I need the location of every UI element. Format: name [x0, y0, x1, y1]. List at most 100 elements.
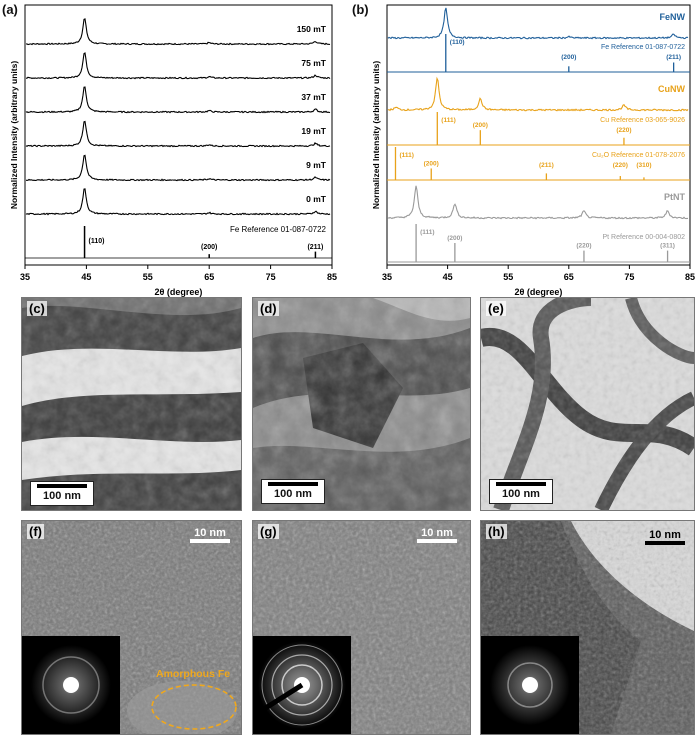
xrd-series-0mt — [25, 188, 331, 216]
saed-inset-g — [253, 636, 351, 734]
saed-pattern-g — [253, 641, 346, 729]
tem-image-c-texture — [22, 298, 241, 510]
scale-bar-d-line — [268, 482, 318, 486]
xrd-series-75mt — [26, 52, 331, 80]
tem-image-d-texture — [253, 298, 470, 510]
x-tick-label: 55 — [503, 272, 513, 282]
reference-hkl-label: (110) — [89, 238, 105, 245]
tem-image-c: (c) 100 nm — [21, 297, 242, 511]
xrd-series-150mt — [25, 18, 331, 46]
reference-hkl-label: (220) — [613, 162, 628, 169]
panel-label-f: (f) — [27, 524, 44, 539]
x-tick-label: 35 — [20, 272, 30, 282]
series-label: PtNT — [664, 192, 685, 202]
xrd-series-cunw — [387, 76, 689, 112]
series-label: 19 mT — [301, 126, 326, 136]
scale-bar-g: 10 nm — [417, 527, 457, 545]
xrd-series-fenw — [387, 7, 689, 40]
x-tick-label: 85 — [327, 272, 337, 282]
x-tick-label: 65 — [564, 272, 574, 282]
x-tick-label: 85 — [685, 272, 695, 282]
scale-bar-c-line — [37, 484, 87, 488]
chart-a-xrd: 35 45 55 65 75 85 2θ (degree) Normalized Intens… — [9, 4, 337, 297]
panel-label-a: (a) — [2, 2, 18, 17]
amorphous-region-outline — [151, 684, 237, 730]
scale-bar-f: 10 nm — [190, 527, 230, 545]
plot-frame — [24, 4, 333, 266]
x-tick-label: 35 — [382, 272, 392, 282]
reference-hkl-label: (200) — [424, 160, 439, 167]
x-tick-label: 45 — [81, 272, 91, 282]
reference-hkl-label: (211) — [539, 162, 554, 169]
x-tick-label: 65 — [204, 272, 214, 282]
fft-inset-f — [22, 636, 120, 734]
hrtem-image-g: (g) 10 nm — [252, 520, 471, 735]
xrd-series-19mt — [25, 120, 331, 148]
hrtem-image-h: (h) 10 nm — [480, 520, 695, 735]
xrd-series-37mt — [25, 86, 331, 114]
series-label: CuNW — [658, 84, 685, 94]
reference-name: Cu₂O Reference 01-078-2076 — [592, 152, 685, 159]
panel-label-c: (c) — [27, 301, 47, 316]
tem-image-e: (e) 100 nm — [480, 297, 695, 511]
x-tick-label: 75 — [624, 272, 634, 282]
scale-bar-d: 100 nm — [261, 479, 325, 504]
panel-label-h: (h) — [486, 524, 507, 539]
series-label: 75 mT — [301, 58, 326, 68]
reference-hkl-label: (200) — [473, 122, 488, 129]
reference-hkl-label: (211) — [666, 54, 681, 61]
tem-image-e-texture — [481, 298, 694, 510]
x-axis-label: 2θ (degree) — [155, 287, 203, 297]
amorphous-fe-label: Amorphous Fe — [156, 668, 231, 680]
x-tick-label: 55 — [143, 272, 153, 282]
reference-name: Pt Reference 00-004-0802 — [603, 234, 686, 241]
scale-bar-g-label: 10 nm — [421, 527, 453, 539]
reference-hkl-label: (211) — [307, 244, 323, 251]
series-label: 9 mT — [306, 160, 327, 170]
tem-image-d: (d) 100 nm — [252, 297, 471, 511]
series-label: FeNW — [660, 12, 686, 22]
reference-name: Fe Reference 01-087-0722 — [601, 44, 685, 51]
reference-hkl-label: (110) — [450, 39, 465, 46]
series-label: 150 mT — [297, 24, 327, 34]
x-tick-label: 45 — [443, 272, 453, 282]
fft-pattern-f — [31, 645, 111, 725]
series-label: 37 mT — [301, 92, 326, 102]
reference-hkl-label: (310) — [636, 162, 651, 169]
scale-bar-f-line — [190, 539, 230, 543]
fft-inset-h — [481, 636, 579, 734]
xrd-series-ptnt — [387, 185, 688, 220]
reference-name: Fe Reference 01-087-0722 — [230, 225, 327, 234]
scale-bar-h-label: 10 nm — [649, 529, 681, 541]
reference-hkl-label: (311) — [660, 243, 675, 250]
reference-hkl-label: (111) — [441, 117, 455, 124]
reference-name: Cu Reference 03-065-9026 — [600, 117, 685, 124]
scale-bar-e-label: 100 nm — [502, 488, 540, 500]
reference-hkl-label: (200) — [561, 54, 576, 61]
scale-bar-h: 10 nm — [645, 529, 685, 547]
panel-label-e: (e) — [486, 301, 506, 316]
reference-hkl-label: (200) — [201, 244, 217, 251]
reference-hkl-label: (111) — [420, 229, 434, 236]
scale-bar-d-label: 100 nm — [274, 488, 312, 500]
reference-hkl-label: (220) — [576, 243, 591, 250]
xrd-series-9mt — [26, 154, 331, 182]
scale-bar-c-label: 100 nm — [43, 490, 81, 502]
scale-bar-f-label: 10 nm — [194, 527, 226, 539]
scale-bar-e: 100 nm — [489, 479, 553, 504]
x-axis-label: 2θ (degree) — [515, 287, 563, 297]
x-tick-label: 75 — [266, 272, 276, 282]
chart-b-xrd: 35 45 55 65 75 85 2θ (degree) Normalized Intens… — [371, 4, 695, 297]
series-label: 0 mT — [306, 194, 327, 204]
hrtem-image-f: (f) 10 nm Amorphous Fe — [21, 520, 242, 735]
plot-frame — [386, 4, 691, 266]
scale-bar-h-line — [645, 541, 685, 545]
y-axis-label: Normalized Intensity (arbitrary units) — [371, 61, 381, 209]
reference-hkl-label: (220) — [616, 127, 631, 134]
y-axis-label: Normalized Intensity (arbitrary units) — [9, 61, 19, 209]
fft-pattern-h — [490, 645, 570, 725]
reference-hkl-label: (200) — [447, 235, 462, 242]
panel-label-d: (d) — [258, 301, 279, 316]
scale-bar-e-line — [496, 482, 546, 486]
panel-label-b: (b) — [352, 2, 369, 17]
